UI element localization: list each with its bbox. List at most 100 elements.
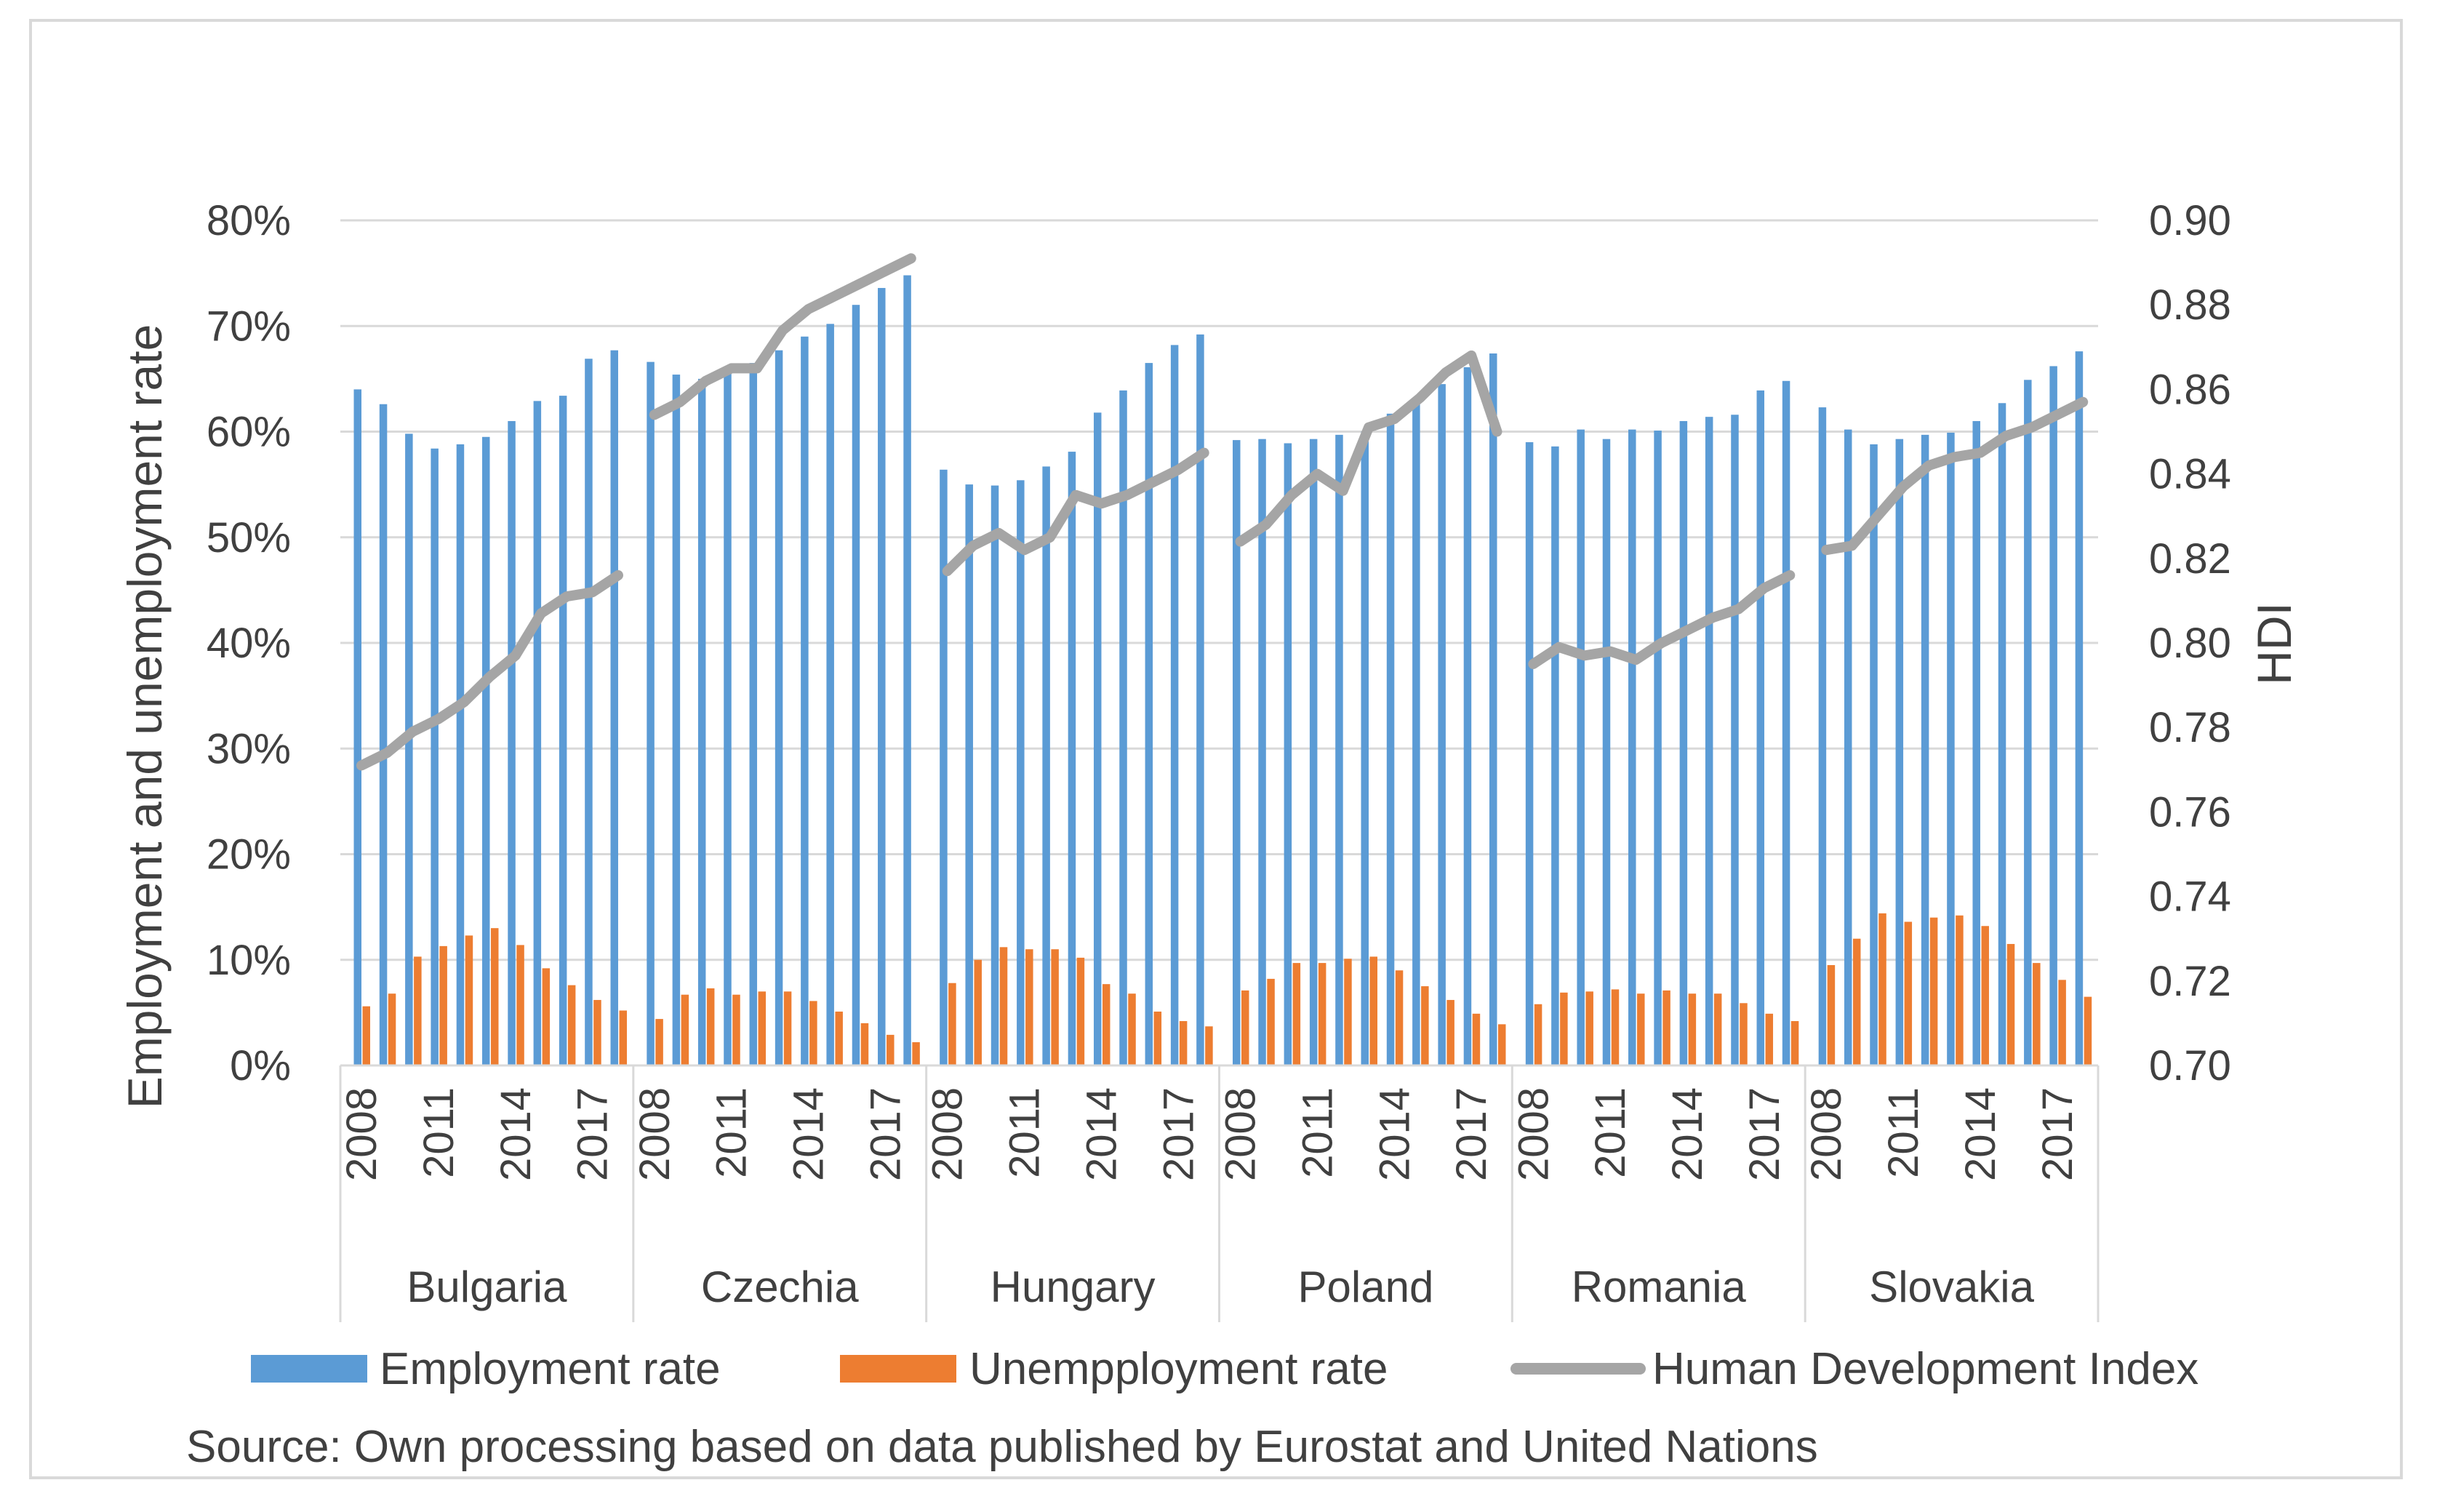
unemployment-bar[interactable]: [1241, 990, 1249, 1065]
unemployment-bar[interactable]: [1740, 1003, 1748, 1065]
employment-bar[interactable]: [1068, 452, 1076, 1065]
unemployment-bar[interactable]: [1369, 956, 1378, 1065]
unemployment-bar[interactable]: [1128, 993, 1136, 1065]
employment-bar[interactable]: [1233, 440, 1241, 1065]
unemployment-bar[interactable]: [1318, 963, 1326, 1065]
unemployment-bar[interactable]: [2084, 996, 2092, 1065]
employment-bar[interactable]: [353, 389, 362, 1065]
unemployment-bar[interactable]: [681, 994, 689, 1065]
employment-bar[interactable]: [1947, 432, 1955, 1065]
unemployment-bar[interactable]: [974, 959, 982, 1065]
unemployment-bar[interactable]: [1585, 991, 1593, 1065]
employment-bar[interactable]: [1654, 431, 1662, 1065]
unemployment-bar[interactable]: [1205, 1026, 1213, 1065]
unemployment-bar[interactable]: [593, 999, 601, 1065]
employment-bar[interactable]: [2075, 351, 2084, 1065]
unemployment-bar[interactable]: [948, 983, 956, 1065]
unemployment-bar[interactable]: [1637, 993, 1645, 1065]
unemployment-bar[interactable]: [1421, 986, 1429, 1065]
employment-bar[interactable]: [1438, 384, 1446, 1065]
unemployment-bar[interactable]: [1292, 963, 1301, 1065]
unemployment-bar[interactable]: [1878, 913, 1886, 1065]
unemployment-bar[interactable]: [516, 945, 524, 1065]
employment-bar[interactable]: [1042, 466, 1050, 1065]
unemployment-bar[interactable]: [491, 928, 499, 1065]
employment-bar[interactable]: [533, 401, 542, 1065]
unemployment-bar[interactable]: [1076, 957, 1085, 1065]
employment-bar[interactable]: [508, 420, 516, 1065]
employment-bar[interactable]: [1998, 403, 2006, 1065]
unemployment-bar[interactable]: [465, 935, 473, 1065]
employment-bar[interactable]: [1844, 429, 1852, 1065]
hdi-line[interactable]: [1528, 570, 1796, 669]
employment-bar[interactable]: [1284, 443, 1292, 1065]
employment-bar[interactable]: [405, 433, 413, 1065]
employment-bar[interactable]: [1309, 439, 1318, 1065]
employment-bar[interactable]: [1895, 439, 1904, 1065]
employment-bar[interactable]: [878, 287, 886, 1066]
unemployment-bar[interactable]: [1790, 1020, 1799, 1065]
employment-bar[interactable]: [1551, 446, 1559, 1065]
unemployment-bar[interactable]: [1344, 959, 1352, 1065]
employment-bar[interactable]: [801, 336, 809, 1065]
unemployment-bar[interactable]: [362, 1006, 371, 1065]
employment-bar[interactable]: [672, 375, 681, 1065]
hdi-line[interactable]: [942, 447, 1209, 577]
employment-bar[interactable]: [2049, 366, 2057, 1065]
unemployment-bar[interactable]: [1827, 965, 1836, 1065]
employment-bar[interactable]: [1093, 412, 1102, 1065]
unemployment-bar[interactable]: [2058, 980, 2066, 1065]
employment-bar[interactable]: [1731, 415, 1739, 1065]
hdi-line[interactable]: [1821, 396, 2089, 556]
unemployment-bar[interactable]: [1025, 949, 1033, 1065]
unemployment-bar[interactable]: [1102, 984, 1111, 1065]
employment-bar[interactable]: [852, 305, 860, 1066]
unemployment-bar[interactable]: [706, 988, 715, 1065]
unemployment-bar[interactable]: [1051, 949, 1059, 1065]
employment-bar[interactable]: [1679, 420, 1688, 1065]
unemployment-bar[interactable]: [1179, 1020, 1188, 1065]
legend-item-employment[interactable]: Employment rate: [251, 1344, 721, 1394]
employment-bar[interactable]: [1525, 442, 1534, 1065]
employment-bar[interactable]: [1782, 380, 1790, 1065]
employment-bar[interactable]: [1145, 363, 1153, 1065]
unemployment-bar[interactable]: [1611, 989, 1620, 1065]
unemployment-bar[interactable]: [567, 985, 576, 1065]
employment-bar[interactable]: [482, 436, 490, 1065]
unemployment-bar[interactable]: [1446, 999, 1454, 1065]
employment-bar[interactable]: [1705, 417, 1713, 1065]
employment-bar[interactable]: [1628, 429, 1636, 1065]
unemployment-bar[interactable]: [1981, 926, 1989, 1065]
employment-bar[interactable]: [1921, 434, 1929, 1065]
employment-bar[interactable]: [1386, 413, 1395, 1065]
unemployment-bar[interactable]: [439, 945, 447, 1065]
unemployment-bar[interactable]: [1929, 917, 1938, 1065]
employment-bar[interactable]: [456, 444, 465, 1065]
employment-bar[interactable]: [1577, 429, 1585, 1065]
unemployment-bar[interactable]: [887, 1034, 895, 1065]
employment-bar[interactable]: [610, 350, 619, 1066]
employment-bar[interactable]: [1463, 367, 1472, 1066]
unemployment-bar[interactable]: [1713, 993, 1722, 1065]
employment-bar[interactable]: [749, 363, 758, 1065]
employment-bar[interactable]: [1170, 345, 1179, 1065]
unemployment-bar[interactable]: [619, 1010, 628, 1065]
employment-bar[interactable]: [1017, 480, 1025, 1065]
hdi-line[interactable]: [649, 253, 916, 420]
unemployment-bar[interactable]: [809, 1001, 817, 1065]
employment-bar[interactable]: [585, 359, 593, 1066]
employment-bar[interactable]: [2024, 380, 2032, 1065]
employment-bar[interactable]: [1489, 353, 1497, 1065]
employment-bar[interactable]: [379, 404, 388, 1065]
unemployment-bar[interactable]: [835, 1011, 843, 1065]
unemployment-bar[interactable]: [758, 991, 767, 1065]
unemployment-bar[interactable]: [1904, 921, 1913, 1065]
hdi-line[interactable]: [356, 570, 623, 771]
unemployment-bar[interactable]: [1956, 915, 1964, 1065]
employment-bar[interactable]: [903, 275, 911, 1065]
employment-bar[interactable]: [1818, 407, 1827, 1065]
employment-bar[interactable]: [1361, 431, 1369, 1066]
unemployment-bar[interactable]: [912, 1042, 920, 1065]
employment-bar[interactable]: [1258, 439, 1266, 1065]
unemployment-bar[interactable]: [542, 968, 551, 1065]
